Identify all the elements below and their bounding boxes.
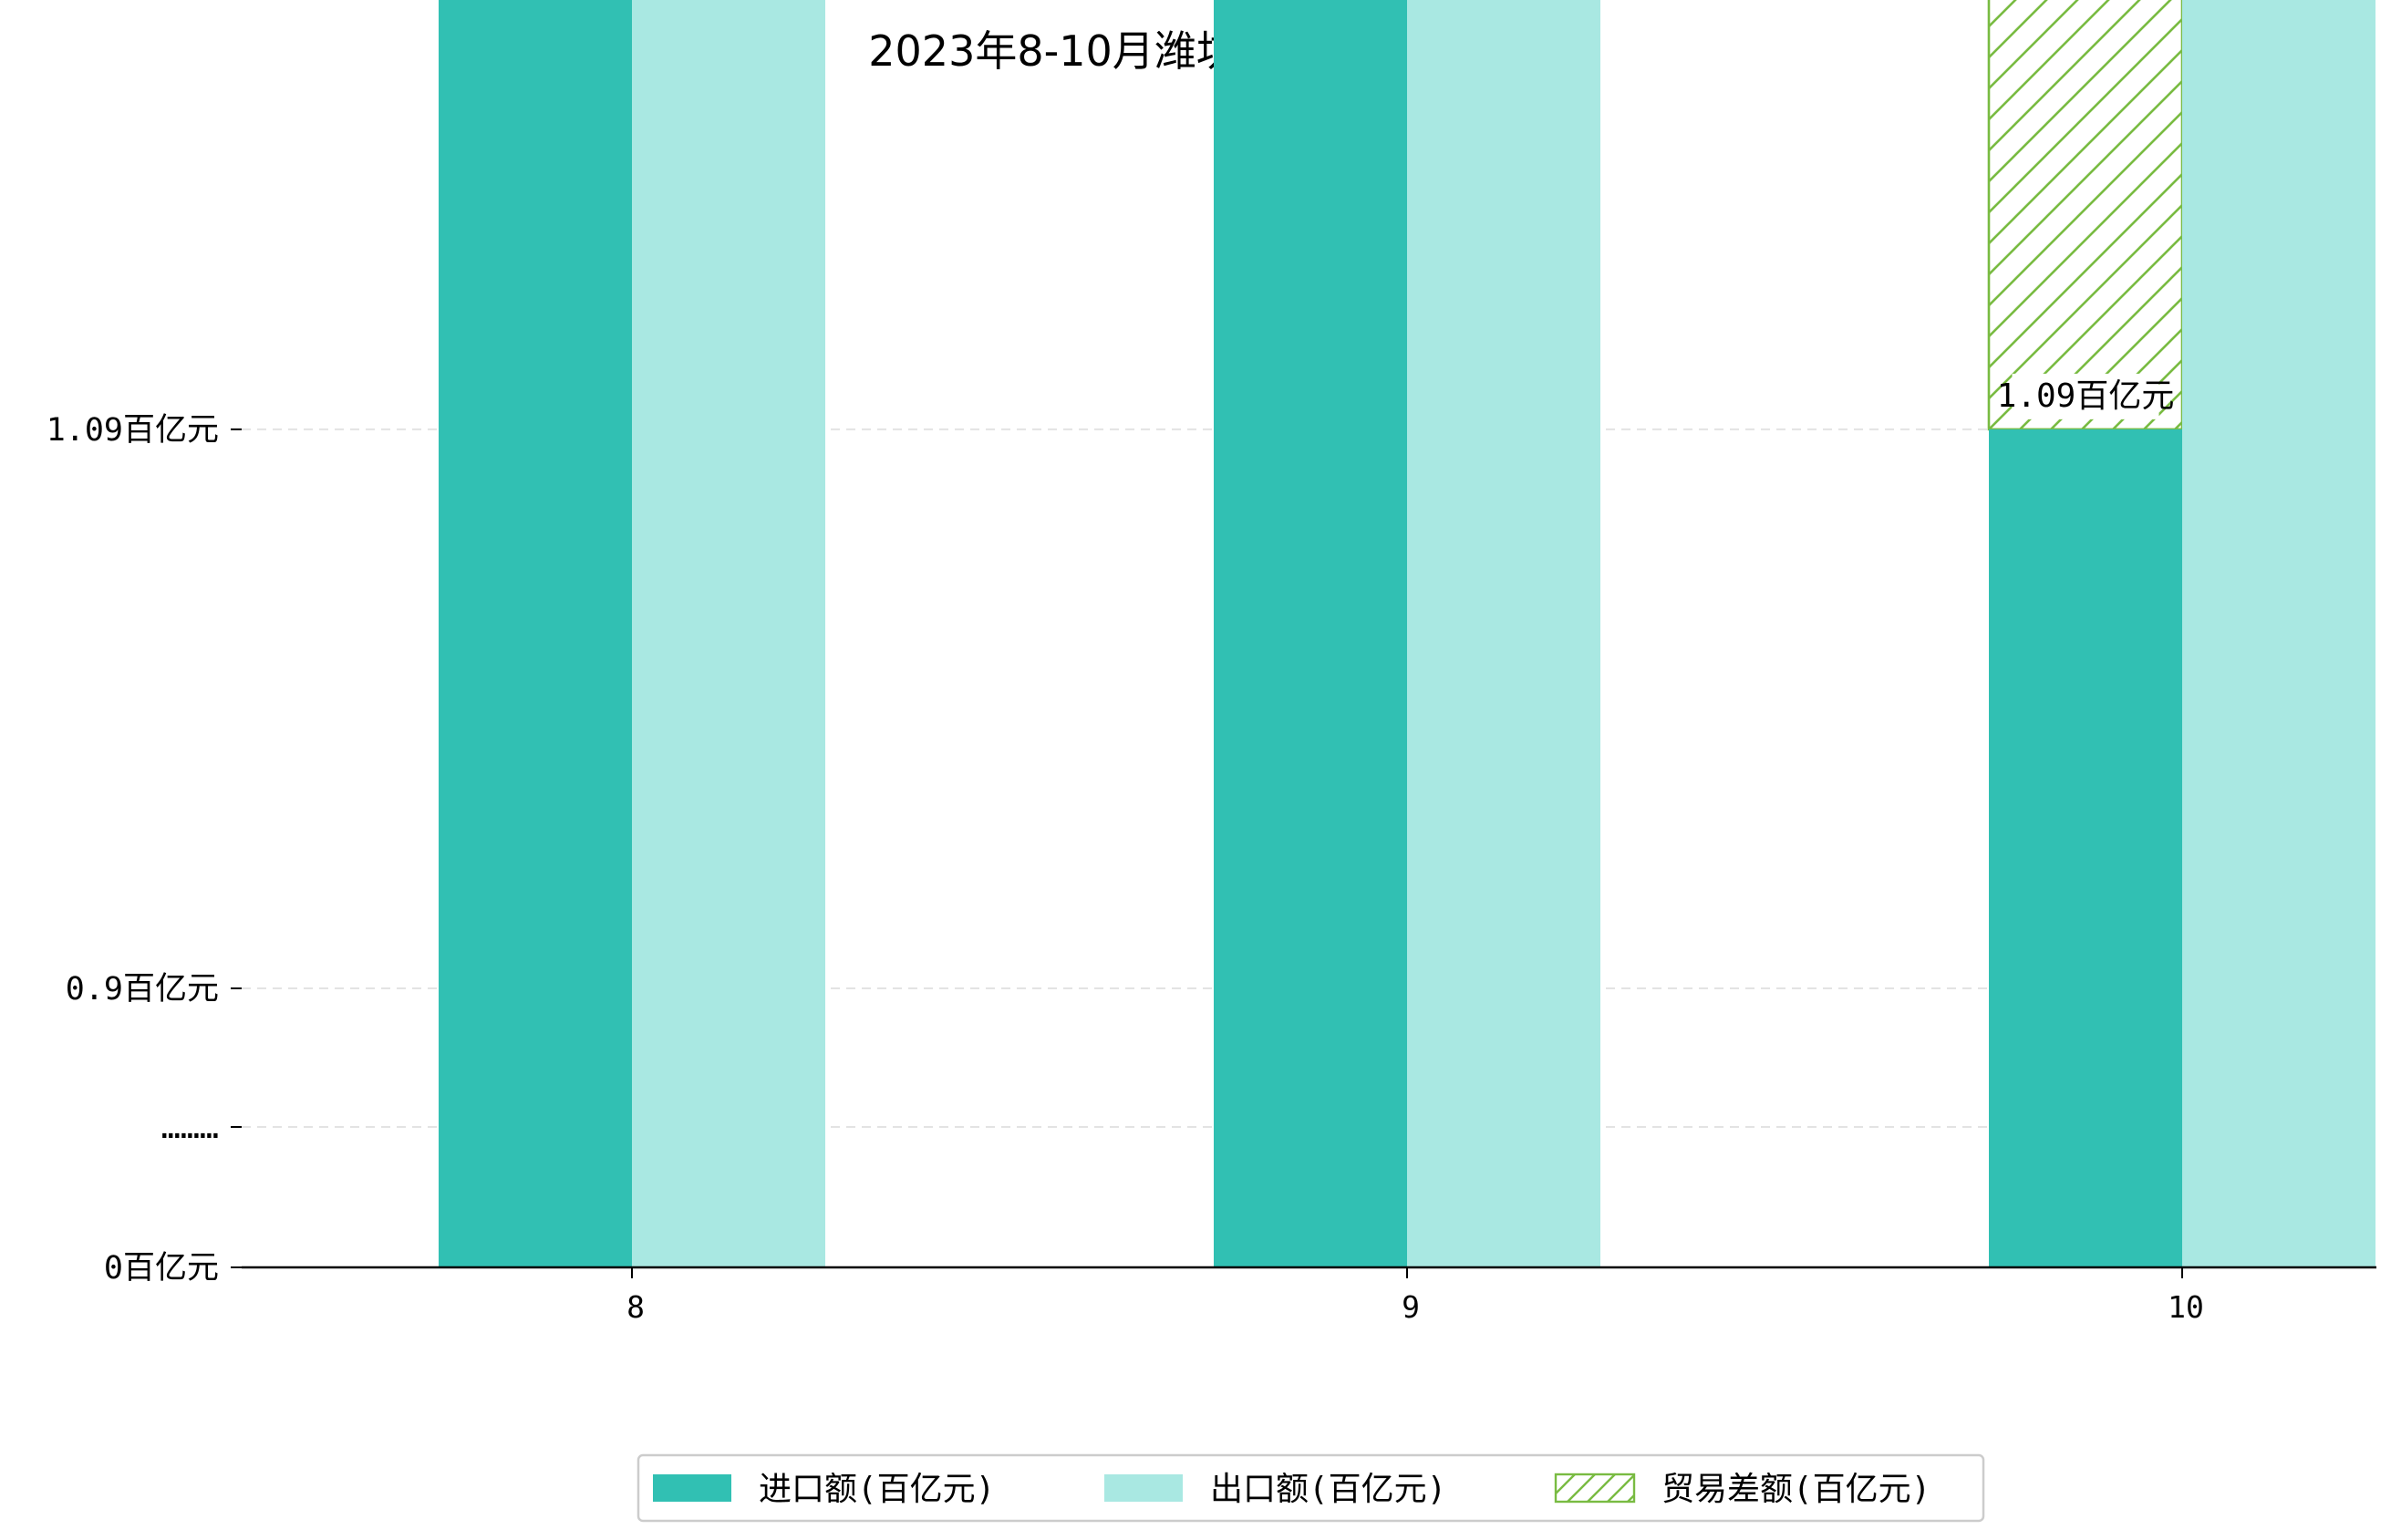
export-bar — [2182, 0, 2375, 1267]
import-bar — [439, 0, 632, 1268]
x-axis: 8 9 10 — [242, 1266, 2376, 1325]
data-label-bg — [2012, 373, 2159, 419]
y-tick-label: ……… — [161, 1110, 219, 1146]
export-bar — [632, 0, 825, 1267]
y-tick-label: 1.09百亿元 — [47, 412, 219, 449]
data-label: 1.09百亿元 — [1997, 377, 2175, 415]
legend-label: 贸易差额(百亿元) — [1661, 1471, 1930, 1508]
legend-swatch — [1554, 1473, 1636, 1504]
y-tick-label: 0百亿元 — [104, 1250, 219, 1287]
y-axis: 0百亿元………0.9百亿元1.09百亿元1.28百亿元1.47百亿元1.66百亿… — [47, 412, 242, 1287]
legend-item[interactable]: 贸易差额(百亿元) — [1554, 1471, 1930, 1508]
bars — [439, 0, 2375, 1268]
legend-swatch — [653, 1474, 731, 1502]
import-bar — [1214, 0, 1407, 1268]
trade-balance-bar — [1987, 0, 2184, 431]
x-tick-label: 10 — [2168, 1289, 2204, 1325]
data-labels: 1.28百亿元.9百亿元-6.26百亿元1.24百亿元.02百亿元-7.73百亿… — [1997, 373, 2175, 419]
legend-label: 进口额(百亿元) — [759, 1471, 995, 1508]
x-tick-label: 9 — [1402, 1289, 1420, 1325]
export-bar — [1407, 0, 1600, 1267]
import-bar — [1989, 429, 2182, 1267]
legend-box — [637, 1453, 1985, 1523]
y-tick-label: 0.9百亿元 — [66, 971, 219, 1008]
legend-item[interactable]: 出口额(百亿元) — [1104, 1471, 1446, 1508]
legend-swatch — [1104, 1474, 1183, 1502]
legend-label: 出口额(百亿元) — [1210, 1471, 1446, 1508]
legend[interactable]: 进口额(百亿元) 出口额(百亿元) 贸易差额(百亿元) — [637, 1453, 1985, 1523]
legend-item[interactable]: 进口额(百亿元) — [653, 1471, 995, 1508]
x-tick-label: 8 — [626, 1289, 645, 1325]
